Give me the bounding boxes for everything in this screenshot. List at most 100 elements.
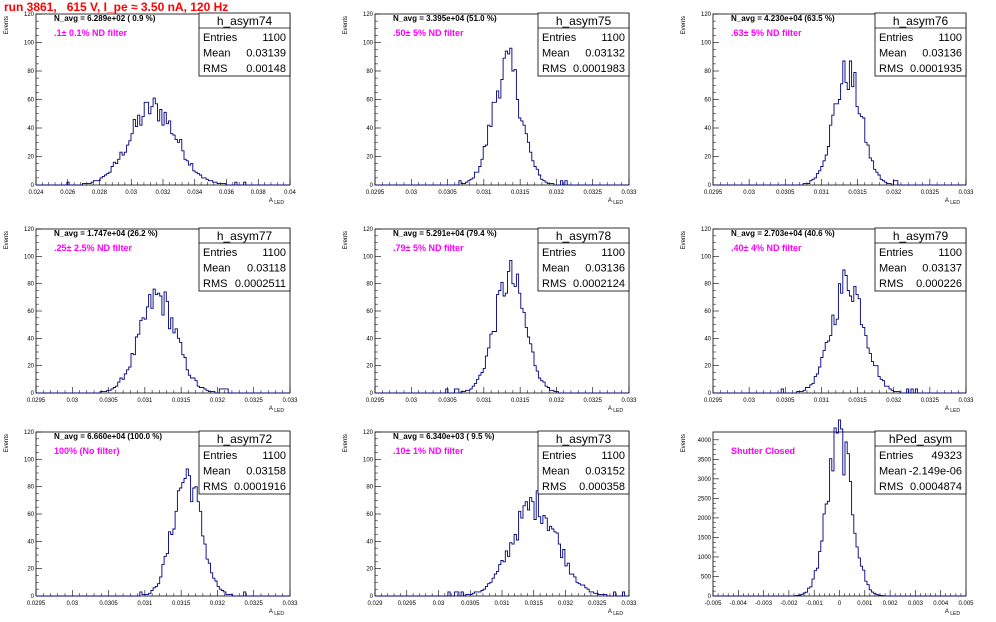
stats-box <box>537 12 630 77</box>
histogram-panel-h_asym73: 0 20 40 60 80 100 120 0.029 0.0295 0.03 0.0305 0.03… <box>343 430 637 617</box>
y-tick-label: 20 <box>704 364 711 370</box>
x-tick-label: 0.034 <box>187 190 203 196</box>
y-tick-label: 0 <box>708 594 712 600</box>
x-tick-label: 0.0325 <box>245 398 264 404</box>
stats-value-mean: 0.03136 <box>922 48 962 60</box>
x-tick-label: 0.0295 <box>366 398 385 404</box>
x-tick-label: 0.03 <box>743 398 755 404</box>
x-tick-label: 0.031 <box>814 190 830 196</box>
x-tick-label: 0.003 <box>908 601 924 607</box>
stats-label-entries: Entries <box>542 247 577 259</box>
x-tick-label: 0.032 <box>558 601 574 607</box>
x-tick-label: -0.001 <box>806 601 824 607</box>
x-tick-label: 0.032 <box>549 398 565 404</box>
stats-box <box>874 227 967 292</box>
y-tick-label: 40 <box>366 126 373 132</box>
y-tick-label: 0 <box>370 183 374 189</box>
stats-value-rms: 0.0001983 <box>573 63 625 75</box>
x-axis-label: A LED <box>945 198 961 206</box>
stats-value-rms: 0.0001916 <box>234 481 286 493</box>
y-tick-label: 20 <box>366 155 373 161</box>
y-axis-label: Events <box>681 434 687 452</box>
stats-value-mean: 0.03132 <box>585 48 625 60</box>
stats-value-entries: 1100 <box>938 32 962 44</box>
stats-value-entries: 1100 <box>938 247 962 259</box>
y-tick-label: 100 <box>363 254 374 260</box>
y-tick-label: 120 <box>363 12 374 18</box>
histogram-panel-h_asym79: 0 20 40 60 80 100 120 0.0295 0.03 0.0305 0.031 0.03… <box>681 227 974 414</box>
histogram-line <box>375 47 629 186</box>
x-tick-label: 0.03 <box>405 398 417 404</box>
x-axis-label: A LED <box>945 609 961 617</box>
stats-label-mean: Mean <box>542 466 570 478</box>
stats-box <box>198 12 291 77</box>
stats-box <box>198 430 291 495</box>
x-tick-label: 0.0295 <box>704 190 723 196</box>
y-tick-label: 0 <box>31 183 35 189</box>
filter-label: .79± 5% ND filter <box>393 243 464 253</box>
y-tick-label: 20 <box>366 567 373 573</box>
x-tick-label: 0.004 <box>933 601 949 607</box>
filter-label: .1± 0.1% ND filter <box>54 28 127 38</box>
y-tick-label: 60 <box>27 512 34 518</box>
y-axis-label: Events <box>343 434 349 452</box>
stats-value-entries: 1100 <box>262 32 286 44</box>
x-tick-label: 0.031 <box>476 398 492 404</box>
y-tick-label: 120 <box>24 227 35 233</box>
stats-label-entries: Entries <box>203 32 238 44</box>
x-tick-label: 0.0305 <box>461 601 480 607</box>
y-tick-label: 60 <box>704 309 711 315</box>
y-tick-label: 4000 <box>698 438 712 444</box>
y-tick-label: 20 <box>704 155 711 161</box>
y-axis-label: Events <box>681 16 687 34</box>
x-tick-label: 0.03 <box>66 601 78 607</box>
y-tick-label: 100 <box>24 254 35 260</box>
filter-label: Shutter Closed <box>731 446 795 456</box>
y-tick-label: 60 <box>27 309 34 315</box>
x-tick-label: 0.0315 <box>511 398 530 404</box>
histogram-panel-h_asym77: 0 20 40 60 80 100 120 0.0295 0.03 0.0305 0.031 0.03… <box>4 227 298 414</box>
stats-value-entries: 49323 <box>931 450 962 462</box>
x-axis-label: A LED <box>269 406 285 414</box>
histogram-name: h_asym75 <box>556 14 612 28</box>
x-tick-label: 0.0315 <box>525 601 544 607</box>
filter-label: .10± 1% ND filter <box>393 446 464 456</box>
x-axis-label: A LED <box>269 198 285 206</box>
x-tick-label: 0.03 <box>125 190 137 196</box>
x-axis-label: A LED <box>608 609 624 617</box>
stats-box <box>874 430 967 495</box>
histogram-name: h_asym76 <box>893 14 949 28</box>
x-tick-label: -0.003 <box>755 601 773 607</box>
stats-box <box>537 430 630 495</box>
stats-value-entries: 1100 <box>262 450 286 462</box>
y-tick-label: 80 <box>27 69 34 75</box>
x-tick-label: 0.0305 <box>776 190 795 196</box>
x-tick-label: 0.033 <box>282 601 298 607</box>
x-tick-label: 0.0315 <box>172 398 191 404</box>
y-tick-label: 0 <box>370 594 374 600</box>
x-tick-label: 0.0325 <box>584 398 603 404</box>
y-tick-label: 2500 <box>698 496 712 502</box>
x-tick-label: 0.036 <box>219 190 235 196</box>
x-tick-label: 0.0295 <box>27 601 46 607</box>
histogram-line <box>713 60 966 186</box>
y-tick-label: 80 <box>704 282 711 288</box>
x-tick-label: -0.005 <box>704 601 722 607</box>
y-tick-label: 0 <box>708 183 712 189</box>
y-tick-label: 120 <box>701 12 712 18</box>
x-tick-label: 0.0295 <box>704 398 723 404</box>
y-tick-label: 20 <box>27 364 34 370</box>
y-tick-label: 60 <box>366 98 373 104</box>
x-tick-label: 0.0295 <box>27 398 46 404</box>
stats-value-rms: 0.000226 <box>916 278 962 290</box>
y-tick-label: 120 <box>363 430 374 436</box>
x-tick-label: 0.03 <box>433 601 445 607</box>
histogram-line <box>375 490 629 597</box>
stats-value-mean: 0.03158 <box>246 466 286 478</box>
stats-box <box>537 227 630 292</box>
y-axis-label: Events <box>4 231 10 249</box>
y-tick-label: 2000 <box>698 516 712 522</box>
stats-label-rms: RMS <box>542 278 566 290</box>
histogram-name: h_asym72 <box>217 432 273 446</box>
x-tick-label: 0.03 <box>405 190 417 196</box>
